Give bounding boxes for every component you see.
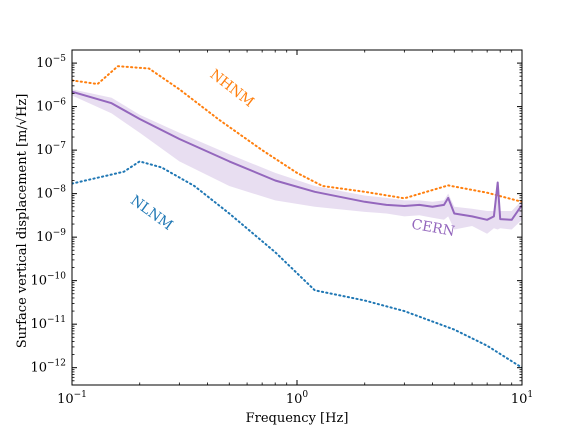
x-tick-label: 10−1 xyxy=(57,390,87,407)
cern-line xyxy=(72,90,522,221)
x-tick-label: 100 xyxy=(286,390,309,407)
y-tick-label: 10−9 xyxy=(36,228,66,245)
nhnm-annotation: NHNM xyxy=(207,67,257,111)
nlnm-annotation: NLNM xyxy=(127,193,175,234)
cern-band xyxy=(72,89,522,234)
plot-area xyxy=(72,65,522,369)
y-tick-label: 10−12 xyxy=(30,359,66,376)
nlnm-line xyxy=(72,160,522,369)
y-tick-label: 10−8 xyxy=(36,185,66,202)
y-tick-label: 10−11 xyxy=(30,315,66,332)
ticks-layer: 10−1 100 101 10−12 10−11 10−10 10−9 10−8 10−7 10−… xyxy=(30,50,533,407)
nhnm-line xyxy=(72,65,522,203)
y-tick-label: 10−10 xyxy=(30,272,66,289)
x-axis-label: Frequency [Hz] xyxy=(246,411,349,426)
cern-annotation: CERN xyxy=(410,217,456,240)
y-tick-label: 10−6 xyxy=(36,98,66,115)
x-tick-label: 101 xyxy=(511,390,533,407)
y-tick-label: 10−5 xyxy=(36,54,66,71)
y-tick-label: 10−7 xyxy=(36,141,66,158)
y-axis-label: Surface vertical displacement [m/√Hz] xyxy=(15,94,30,349)
